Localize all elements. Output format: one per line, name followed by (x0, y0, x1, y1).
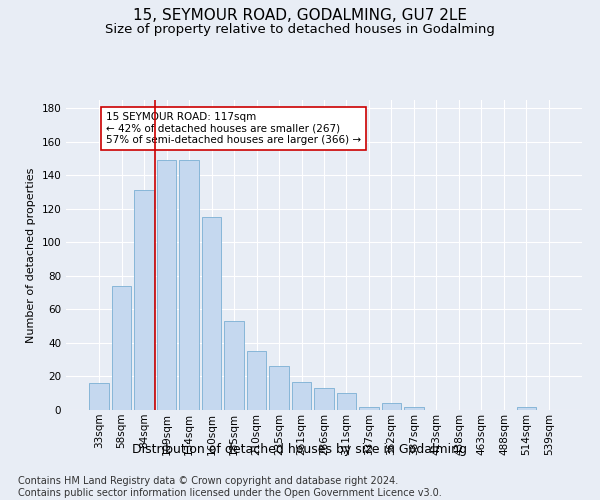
Text: 15, SEYMOUR ROAD, GODALMING, GU7 2LE: 15, SEYMOUR ROAD, GODALMING, GU7 2LE (133, 8, 467, 22)
Bar (202, 218, 221, 410)
Bar (157, 160, 176, 410)
Bar (517, 406, 536, 410)
Bar (269, 366, 289, 410)
Bar (134, 190, 154, 410)
Bar (337, 393, 356, 410)
Text: Size of property relative to detached houses in Godalming: Size of property relative to detached ho… (105, 22, 495, 36)
Bar (179, 160, 199, 410)
Bar (314, 388, 334, 410)
Bar (112, 286, 131, 410)
Bar (404, 406, 424, 410)
Text: Contains HM Land Registry data © Crown copyright and database right 2024.
Contai: Contains HM Land Registry data © Crown c… (18, 476, 442, 498)
Bar (247, 352, 266, 410)
Text: 15 SEYMOUR ROAD: 117sqm
← 42% of detached houses are smaller (267)
57% of semi-d: 15 SEYMOUR ROAD: 117sqm ← 42% of detache… (106, 112, 361, 145)
Bar (89, 383, 109, 410)
Y-axis label: Number of detached properties: Number of detached properties (26, 168, 36, 342)
Bar (359, 406, 379, 410)
Bar (292, 382, 311, 410)
Text: Distribution of detached houses by size in Godalming: Distribution of detached houses by size … (133, 442, 467, 456)
Bar (224, 321, 244, 410)
Bar (382, 404, 401, 410)
